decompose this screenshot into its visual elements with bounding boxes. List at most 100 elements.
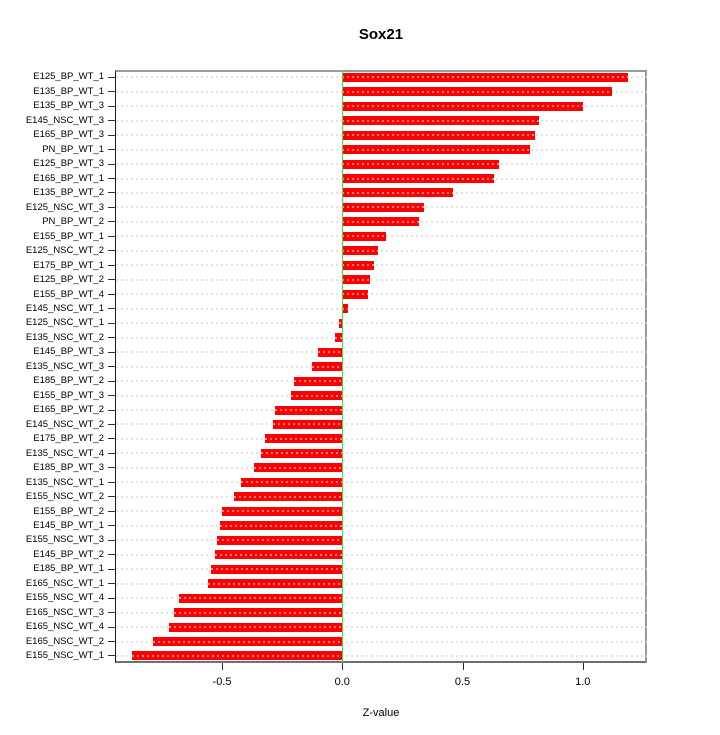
bar-row: E185_BP_WT_3 [0,461,647,475]
category-label: E155_NSC_WT_4 [25,592,104,604]
bar-row: PN_BP_WT_1 [0,142,647,156]
y-axis-tick [108,91,115,93]
bar [342,174,494,184]
bar-row: E155_BP_WT_1 [0,229,647,243]
bar-row: E125_NSC_WT_3 [0,200,647,214]
category-label: E125_NSC_WT_2 [25,245,104,257]
bar-row: E125_NSC_WT_1 [0,316,647,330]
gridline [116,640,647,643]
bar [274,405,343,415]
category-label: E125_NSC_WT_3 [25,201,104,213]
category-label: E185_BP_WT_1 [33,563,104,575]
category-label: E125_BP_WT_2 [33,274,104,286]
plot-cell [115,258,647,272]
bar-row: E125_BP_WT_1 [0,70,647,84]
y-axis-tick [108,452,115,454]
plot-cell [115,287,647,301]
bar-row: E145_BP_WT_3 [0,345,647,359]
gridline [116,466,647,469]
bar [131,651,343,661]
bar [342,304,348,314]
category-label: E135_BP_WT_1 [33,85,104,97]
category-label: E135_NSC_WT_2 [25,331,104,343]
bar-row: E135_NSC_WT_2 [0,330,647,344]
category-label: E165_BP_WT_3 [33,129,104,141]
plot-cell [115,345,647,359]
y-axis-tick [108,597,115,599]
bar [217,535,343,545]
bar [211,564,343,574]
plot-cell [115,359,647,373]
gridline [116,597,647,600]
bar [290,391,343,401]
bar-row: E145_NSC_WT_3 [0,113,647,127]
bar [234,492,343,502]
zero-line [342,70,344,663]
gridline [116,394,647,397]
gridline [116,553,647,556]
x-axis-tick [342,663,344,670]
plot-cell [115,70,647,84]
gridline [116,409,647,412]
bar [219,521,343,531]
plot-cell [115,273,647,287]
plot-cell [115,99,647,113]
y-axis-tick [108,481,115,483]
bar-row: E165_NSC_WT_1 [0,576,647,590]
category-label: E165_NSC_WT_4 [25,621,104,633]
bar-row: E135_BP_WT_3 [0,99,647,113]
category-label: E165_BP_WT_2 [33,404,104,416]
gridline [116,568,647,571]
bar-row: E175_BP_WT_1 [0,258,647,272]
y-axis-tick [108,409,115,411]
bar [342,202,425,212]
bar [342,101,583,111]
y-axis-tick [108,322,115,324]
bar [342,145,530,155]
bar [318,347,343,357]
plot-cell [115,244,647,258]
bar [222,506,343,516]
y-axis-tick [108,192,115,194]
bar [342,130,536,140]
gridline [116,582,647,585]
y-axis-tick [108,351,115,353]
plot-cell [115,620,647,634]
gridline [116,611,647,614]
y-axis-tick [108,510,115,512]
gridline [116,452,647,455]
y-axis-tick [108,438,115,440]
y-axis-tick [108,120,115,122]
y-axis-tick [108,221,115,223]
bar [342,260,374,270]
bar-row: E155_NSC_WT_4 [0,591,647,605]
y-axis-tick [108,496,115,498]
gridline [116,654,647,657]
plot-cell [115,316,647,330]
bar [342,116,540,126]
x-axis-tick [462,663,464,670]
plot-cell [115,113,647,127]
bar-row: E125_NSC_WT_2 [0,244,647,258]
y-axis-tick [108,554,115,556]
plot-cell [115,388,647,402]
y-axis-tick [108,366,115,368]
bar-row: E175_BP_WT_2 [0,432,647,446]
x-axis-tick [582,663,584,670]
bar [169,622,343,632]
bar-row: E135_NSC_WT_3 [0,359,647,373]
bar-row: E155_NSC_WT_1 [0,649,647,663]
plot-cell [115,547,647,561]
bar [342,231,386,241]
plot-cell [115,504,647,518]
bar [153,637,343,647]
bar [260,448,343,458]
plot-cell [115,519,647,533]
category-label: E135_BP_WT_3 [33,100,104,112]
plot-cell [115,634,647,648]
bar-row: E155_NSC_WT_3 [0,533,647,547]
x-axis-label: Z-value [362,707,400,719]
x-axis-tick [222,663,224,670]
bar [338,318,343,328]
bar-row: E155_BP_WT_2 [0,504,647,518]
